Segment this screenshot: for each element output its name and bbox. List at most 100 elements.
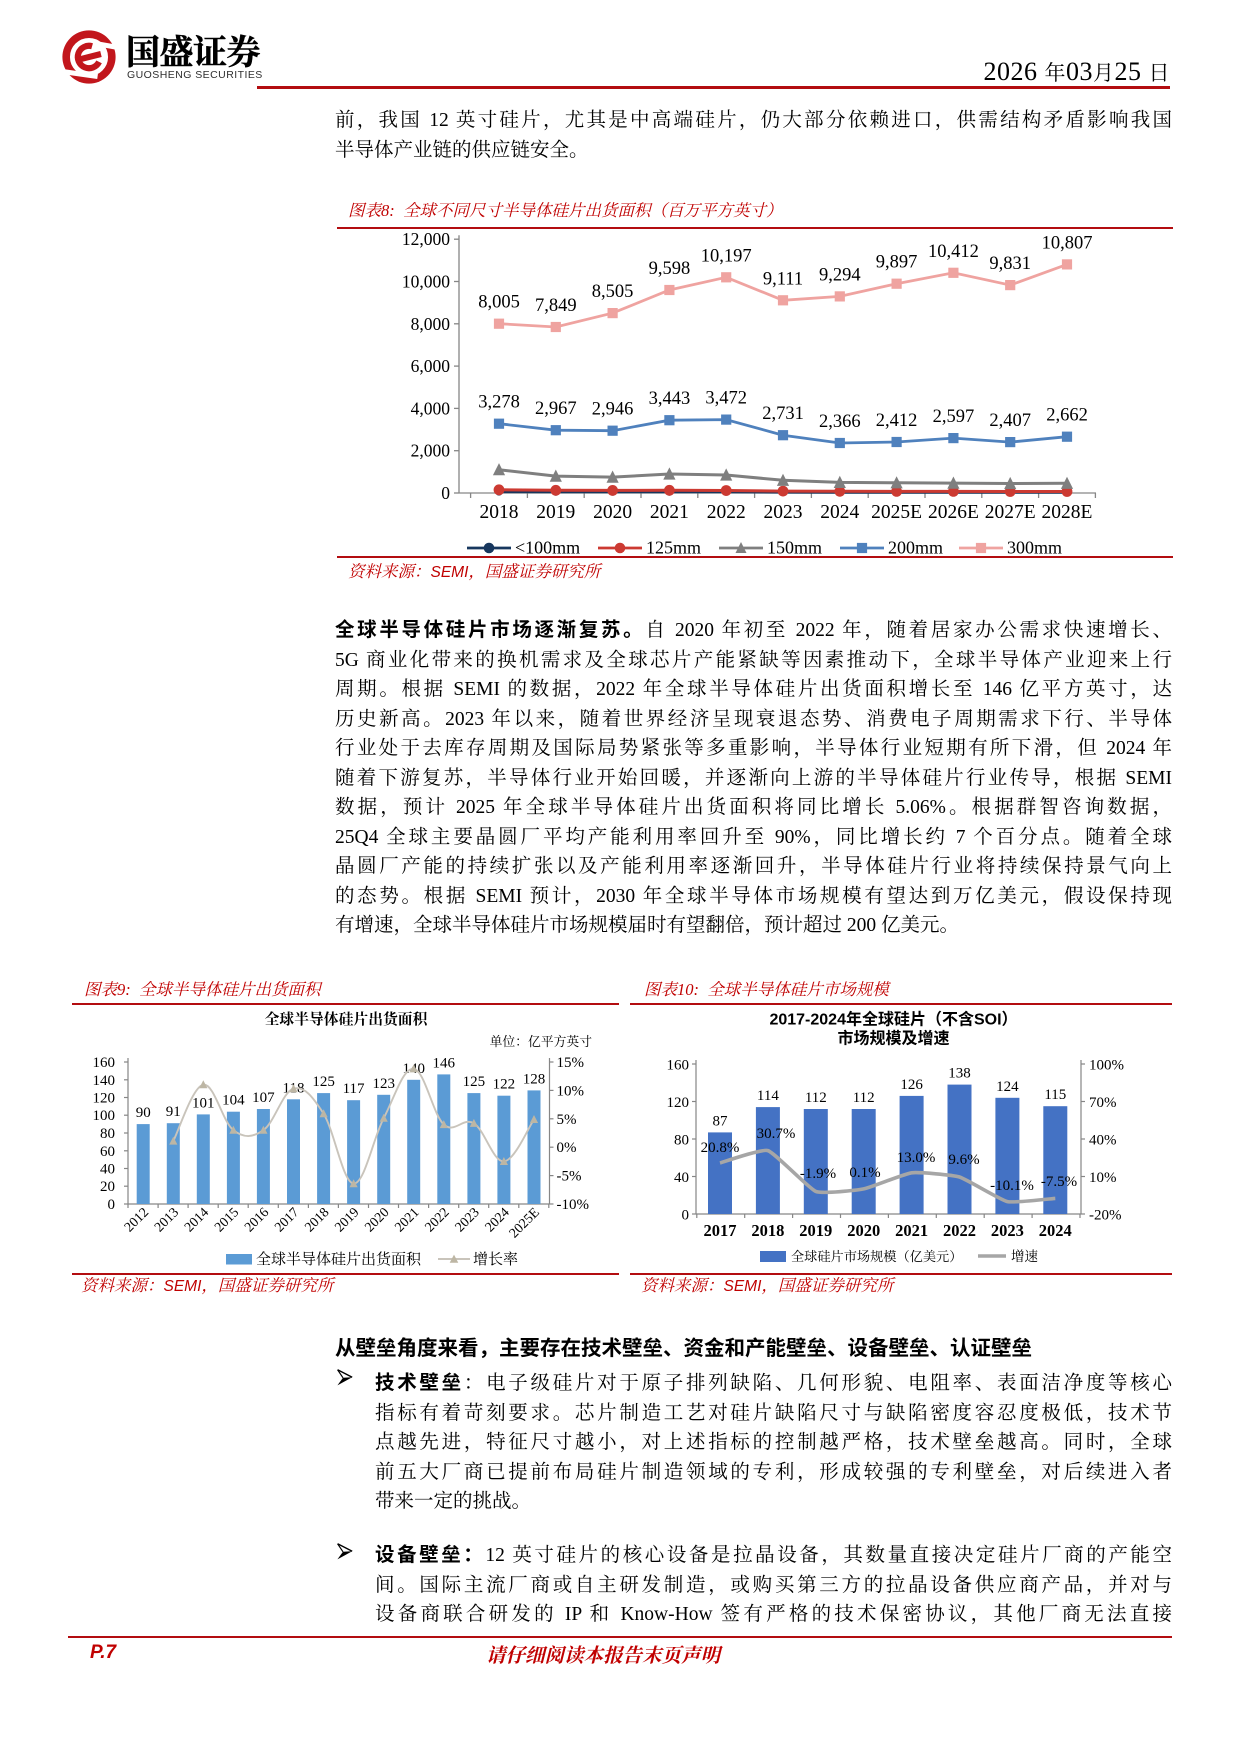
svg-text:100%: 100% bbox=[1089, 1058, 1124, 1074]
svg-text:0: 0 bbox=[441, 483, 450, 503]
svg-text:2019: 2019 bbox=[799, 1221, 832, 1240]
svg-text:2,662: 2,662 bbox=[1046, 406, 1088, 426]
svg-text:100: 100 bbox=[93, 1108, 116, 1124]
svg-text:-20%: -20% bbox=[1089, 1208, 1122, 1224]
svg-text:6,000: 6,000 bbox=[411, 356, 451, 376]
svg-text:2019: 2019 bbox=[332, 1204, 362, 1234]
svg-text:160: 160 bbox=[93, 1055, 116, 1071]
svg-text:单位：亿平方英寸: 单位：亿平方英寸 bbox=[490, 1034, 593, 1049]
svg-text:20.8%: 20.8% bbox=[701, 1140, 740, 1156]
svg-text:2022: 2022 bbox=[422, 1204, 452, 1234]
svg-text:<100mm: <100mm bbox=[515, 538, 580, 557]
svg-text:-7.5%: -7.5% bbox=[1041, 1174, 1077, 1190]
svg-text:2027E: 2027E bbox=[985, 502, 1036, 523]
svg-text:200mm: 200mm bbox=[888, 538, 943, 557]
svg-text:120: 120 bbox=[667, 1095, 690, 1111]
svg-text:10,197: 10,197 bbox=[701, 246, 752, 266]
svg-text:10%: 10% bbox=[557, 1083, 585, 1099]
svg-text:5%: 5% bbox=[557, 1112, 577, 1128]
svg-text:12,000: 12,000 bbox=[402, 230, 450, 249]
svg-text:2,731: 2,731 bbox=[762, 404, 804, 424]
svg-text:2,366: 2,366 bbox=[819, 412, 861, 432]
svg-text:2020: 2020 bbox=[362, 1204, 392, 1234]
svg-text:125: 125 bbox=[312, 1074, 335, 1090]
svg-text:2023: 2023 bbox=[764, 502, 803, 523]
svg-text:8,000: 8,000 bbox=[411, 314, 451, 334]
svg-text:300mm: 300mm bbox=[1007, 538, 1062, 557]
svg-text:2019: 2019 bbox=[536, 502, 575, 523]
svg-text:10,807: 10,807 bbox=[1042, 233, 1093, 253]
svg-text:0.1%: 0.1% bbox=[849, 1165, 880, 1181]
svg-text:40%: 40% bbox=[1089, 1133, 1117, 1149]
svg-text:-5%: -5% bbox=[557, 1169, 582, 1185]
svg-text:7,849: 7,849 bbox=[535, 296, 577, 316]
svg-text:9,294: 9,294 bbox=[819, 265, 861, 285]
svg-text:0: 0 bbox=[682, 1208, 690, 1224]
svg-text:128: 128 bbox=[523, 1071, 546, 1087]
svg-text:2021: 2021 bbox=[392, 1204, 422, 1234]
svg-text:20: 20 bbox=[100, 1179, 115, 1195]
svg-text:91: 91 bbox=[166, 1104, 181, 1120]
svg-text:9,111: 9,111 bbox=[763, 269, 803, 289]
svg-text:2015: 2015 bbox=[211, 1204, 241, 1234]
svg-text:140: 140 bbox=[93, 1073, 116, 1089]
svg-text:112: 112 bbox=[853, 1090, 875, 1106]
svg-text:2025E: 2025E bbox=[871, 502, 922, 523]
svg-text:101: 101 bbox=[192, 1095, 215, 1111]
svg-text:146: 146 bbox=[433, 1055, 456, 1071]
svg-text:2,946: 2,946 bbox=[592, 400, 634, 420]
svg-text:123: 123 bbox=[372, 1076, 395, 1092]
svg-text:2023: 2023 bbox=[991, 1221, 1024, 1240]
svg-text:-10.1%: -10.1% bbox=[990, 1178, 1034, 1194]
svg-text:2016: 2016 bbox=[241, 1204, 271, 1234]
svg-text:160: 160 bbox=[667, 1058, 690, 1074]
svg-text:3,278: 3,278 bbox=[478, 393, 520, 413]
svg-text:2028E: 2028E bbox=[1042, 502, 1093, 523]
svg-text:60: 60 bbox=[100, 1144, 115, 1160]
svg-text:2020: 2020 bbox=[847, 1221, 880, 1240]
svg-text:市场规模及增速: 市场规模及增速 bbox=[837, 1029, 949, 1048]
svg-text:126: 126 bbox=[900, 1077, 923, 1093]
svg-text:2012: 2012 bbox=[121, 1204, 151, 1234]
svg-text:2018: 2018 bbox=[480, 502, 519, 523]
svg-text:114: 114 bbox=[757, 1088, 779, 1104]
svg-text:40: 40 bbox=[674, 1170, 689, 1186]
svg-text:增长率: 增长率 bbox=[473, 1251, 518, 1268]
svg-text:125: 125 bbox=[463, 1074, 486, 1090]
svg-text:10,000: 10,000 bbox=[402, 272, 450, 292]
svg-text:增速: 增速 bbox=[1011, 1248, 1039, 1264]
svg-text:138: 138 bbox=[948, 1066, 971, 1082]
svg-text:2021: 2021 bbox=[650, 502, 689, 523]
svg-text:9,831: 9,831 bbox=[989, 254, 1031, 274]
svg-text:115: 115 bbox=[1044, 1087, 1066, 1103]
svg-text:125mm: 125mm bbox=[646, 538, 701, 557]
svg-text:2017: 2017 bbox=[704, 1221, 737, 1240]
svg-text:2,967: 2,967 bbox=[535, 399, 577, 419]
svg-text:2017-2024年全球硅片（不含SOI）: 2017-2024年全球硅片（不含SOI） bbox=[769, 1010, 1017, 1029]
svg-text:9,598: 9,598 bbox=[649, 259, 691, 279]
svg-text:80: 80 bbox=[100, 1126, 115, 1142]
svg-text:107: 107 bbox=[252, 1090, 275, 1106]
svg-text:2021: 2021 bbox=[895, 1221, 928, 1240]
svg-text:122: 122 bbox=[493, 1077, 516, 1093]
svg-text:全球半导体硅片出货面积: 全球半导体硅片出货面积 bbox=[265, 1010, 429, 1028]
svg-text:150mm: 150mm bbox=[767, 538, 822, 557]
svg-text:80: 80 bbox=[674, 1133, 689, 1149]
svg-text:40: 40 bbox=[100, 1162, 115, 1178]
svg-text:124: 124 bbox=[996, 1079, 1019, 1095]
svg-text:4,000: 4,000 bbox=[411, 398, 451, 418]
svg-text:2026E: 2026E bbox=[928, 502, 979, 523]
svg-text:2,000: 2,000 bbox=[411, 441, 451, 461]
svg-text:2025E: 2025E bbox=[506, 1205, 542, 1241]
svg-text:2018: 2018 bbox=[751, 1221, 784, 1240]
svg-text:70%: 70% bbox=[1089, 1095, 1117, 1111]
svg-text:10%: 10% bbox=[1089, 1170, 1117, 1186]
svg-text:9,897: 9,897 bbox=[876, 253, 918, 273]
svg-text:13.0%: 13.0% bbox=[897, 1150, 936, 1166]
svg-text:2018: 2018 bbox=[302, 1204, 332, 1234]
svg-text:30.7%: 30.7% bbox=[757, 1126, 796, 1142]
svg-text:2014: 2014 bbox=[181, 1204, 211, 1234]
svg-text:2017: 2017 bbox=[272, 1204, 302, 1234]
svg-text:2022: 2022 bbox=[943, 1221, 976, 1240]
svg-text:2,597: 2,597 bbox=[933, 407, 975, 427]
